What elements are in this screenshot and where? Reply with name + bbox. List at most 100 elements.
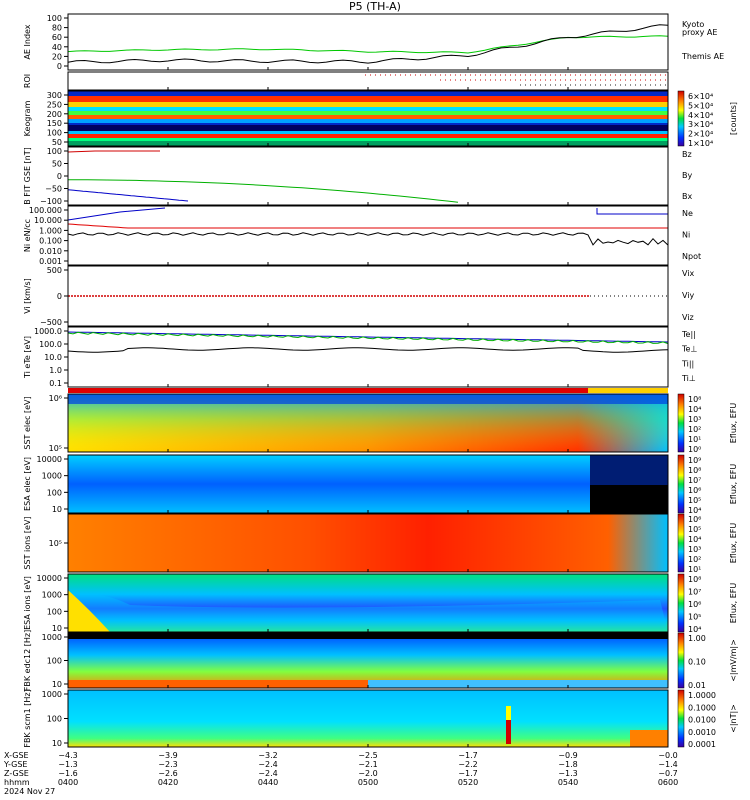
x-tick-value: −1.3 bbox=[58, 760, 77, 769]
x-row-label: X-GSE bbox=[4, 751, 29, 760]
colorbar-title-fbk_b: <|nT|> bbox=[729, 704, 738, 733]
ytick-label-sst_e: 10⁶ bbox=[49, 394, 62, 403]
ytick-label-velocity: −500 bbox=[40, 318, 62, 327]
ytick-label-ae: 0 bbox=[57, 62, 62, 71]
colorbar-label-sst_e: 10¹ bbox=[688, 435, 701, 444]
ylabel-temp: Ti eTe [eV] bbox=[23, 336, 32, 379]
legend-density: Ni bbox=[682, 231, 690, 240]
colorbar-label-esa_e: 10⁴ bbox=[688, 506, 701, 515]
legend-bfield: By bbox=[682, 171, 692, 180]
ylabel-keogram: Keogram bbox=[23, 100, 32, 136]
legend-bfield: Bx bbox=[682, 192, 692, 201]
x-tick-value: −0.0 bbox=[658, 751, 677, 760]
x-tick-value: 0500 bbox=[358, 778, 378, 787]
colorbar-label-sst_e: 10⁰ bbox=[688, 445, 701, 454]
colorbar-label-sst_i: 10⁵ bbox=[688, 525, 701, 534]
colorbar-label-esa_i: 10⁷ bbox=[688, 588, 701, 597]
ytick-label-bfield: 0 bbox=[57, 172, 62, 181]
colorbar-label-sst_i: 10⁴ bbox=[688, 535, 701, 544]
ytick-label-density: 0.001 bbox=[39, 257, 62, 266]
bfield-lines bbox=[67, 150, 459, 203]
colorbar-label-esa_e: 10⁷ bbox=[688, 476, 701, 485]
x-tick-value: −2.6 bbox=[158, 769, 177, 778]
ytick-label-density: 10.000 bbox=[34, 216, 62, 225]
ytick-label-velocity: 0 bbox=[57, 292, 62, 301]
legend-ae: Themis AE bbox=[681, 52, 724, 61]
colorbar-sst_e bbox=[677, 393, 685, 453]
roi-markers bbox=[365, 74, 668, 86]
legend-velocity: Vix bbox=[682, 269, 695, 278]
x-tick-value: 0600 bbox=[658, 778, 678, 787]
x-row-label: 2024 Nov 27 bbox=[4, 787, 55, 796]
x-tick-value: −0.9 bbox=[558, 751, 577, 760]
colorbar-label-keogram: 1×10⁴ bbox=[688, 139, 713, 148]
ytick-label-bfield: −100 bbox=[40, 197, 62, 206]
legend-temp: Ti|| bbox=[681, 359, 694, 368]
x-tick-value: −1.7 bbox=[458, 751, 477, 760]
ylabel-fbk_e: FBK edc12 [Hz] bbox=[23, 630, 32, 691]
ytick-label-temp: 100.0 bbox=[39, 340, 62, 349]
ylabel-bfield: B FIT GSE [nT] bbox=[23, 147, 32, 205]
x-tick-value: 0520 bbox=[458, 778, 478, 787]
x-tick-value: 0440 bbox=[258, 778, 278, 787]
ytick-label-density: 0.100 bbox=[39, 237, 62, 246]
x-tick-value: −1.7 bbox=[458, 769, 477, 778]
x-tick-value: −1.6 bbox=[58, 769, 77, 778]
esa-ion-spectrogram bbox=[68, 574, 668, 632]
bx-line bbox=[67, 189, 189, 202]
colorbar-label-sst_e: 10⁸ bbox=[688, 395, 701, 404]
ytick-label-temp: 0.1 bbox=[49, 379, 62, 388]
density-lines bbox=[67, 207, 669, 246]
ytick-label-ae: 60 bbox=[52, 33, 62, 42]
ytick-label-esa_i: 100 bbox=[47, 607, 62, 616]
ytick-label-ae: 40 bbox=[52, 43, 62, 52]
ytick-label-esa_i: 10 bbox=[52, 624, 62, 633]
colorbar-label-fbk_b: 0.0010 bbox=[688, 728, 716, 737]
x-row-label: Y-GSE bbox=[3, 760, 27, 769]
panel-axes: AE Index100806040200ROIKeogram3002502001… bbox=[23, 14, 669, 748]
colorbar-fbk_e bbox=[677, 632, 685, 689]
colorbar-title-esa_i: Eflux, EFU bbox=[729, 583, 738, 624]
npot-line bbox=[67, 207, 166, 221]
mode-bar bbox=[68, 388, 668, 393]
colorbar-label-keogram: 3×10⁴ bbox=[688, 120, 713, 129]
x-tick-value: −2.4 bbox=[258, 760, 277, 769]
temperature-lines bbox=[67, 331, 669, 353]
x-tick-value: −2.3 bbox=[158, 760, 177, 769]
legend-density: Ne bbox=[682, 209, 693, 218]
colorbar-label-fbk_b: 0.1000 bbox=[688, 703, 716, 712]
legend-velocity: Viy bbox=[682, 291, 695, 300]
ylabel-density: Ni eN/cc bbox=[23, 219, 32, 252]
ylabel-esa_i: ESA ions [eV] bbox=[23, 576, 32, 630]
colorbar-label-esa_e: 10⁵ bbox=[688, 496, 701, 505]
ylabel-sst_e: SST elec [eV] bbox=[23, 396, 32, 449]
ytick-label-sst_e: 10⁵ bbox=[49, 444, 62, 453]
ae-series-lines bbox=[67, 24, 669, 64]
ylabel-esa_e: ESA elec [eV] bbox=[23, 457, 32, 511]
plot-title: P5 (TH-A) bbox=[349, 0, 401, 13]
colorbar-label-esa_i: 10⁵ bbox=[688, 613, 701, 622]
legend-temp: Te|| bbox=[681, 330, 696, 339]
colorbar-title-sst_i: Eflux, EFU bbox=[729, 523, 738, 564]
x-tick-value: −3.2 bbox=[258, 751, 277, 760]
ytick-label-temp: 1000.0 bbox=[34, 327, 62, 336]
ytick-label-fbk_b: 1000 bbox=[42, 690, 62, 699]
ne-line bbox=[67, 223, 668, 229]
colorbar-label-keogram: 5×10⁴ bbox=[688, 101, 713, 110]
frame-bfield bbox=[67, 146, 669, 206]
ytick-label-sst_i: 10⁵ bbox=[49, 539, 62, 548]
ytick-label-bfield: 50 bbox=[52, 160, 62, 169]
x-tick-value: −1.8 bbox=[558, 760, 577, 769]
frame-temp bbox=[67, 326, 669, 388]
colorbar-label-esa_i: 10⁸ bbox=[688, 575, 701, 584]
legend-ae: proxy AE bbox=[682, 28, 717, 37]
series-line bbox=[67, 24, 669, 64]
by-line bbox=[68, 179, 459, 203]
legend-ae: Kyoto bbox=[682, 20, 704, 29]
npot-line-late bbox=[596, 208, 668, 215]
legend-density: Npot bbox=[682, 252, 701, 261]
